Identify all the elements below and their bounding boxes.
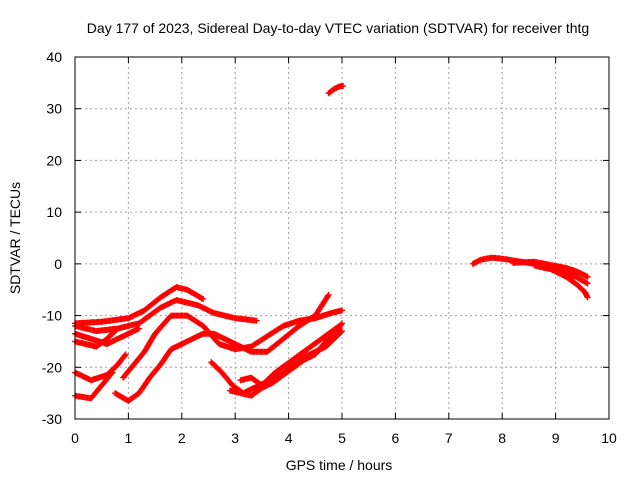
x-tick-label: 3 [231,430,239,446]
x-tick-label: 4 [285,430,293,446]
x-tick-label: 8 [498,430,506,446]
y-tick-label: 40 [46,49,62,65]
x-tick-label: 9 [552,430,560,446]
x-tick-label: 6 [392,430,400,446]
x-axis-label: GPS time / hours [286,457,393,473]
x-tick-label: 10 [601,430,617,446]
y-tick-label: 30 [46,101,62,117]
x-tick-label: 5 [338,430,346,446]
data-markers-path [112,291,332,404]
series-track-11 [226,320,345,399]
y-tick-label: 0 [54,256,62,272]
grid-lines [75,57,609,419]
x-tick-label: 1 [125,430,133,446]
data-markers-path [509,258,591,280]
y-tick-label: 20 [46,152,62,168]
x-tick-label: 7 [445,430,453,446]
data-markers [72,83,591,404]
data-markers-path [531,262,591,287]
y-tick-label: 10 [46,204,62,220]
y-tick-label: -30 [42,411,62,427]
y-tick-label: -20 [42,359,62,375]
y-tick-label: -10 [42,308,62,324]
series-track-12 [325,83,347,97]
chart-title: Day 177 of 2023, Sidereal Day-to-day VTE… [87,20,589,36]
series-track-8 [112,291,332,404]
data-markers-path [325,83,347,97]
axis-ticks: 0 1 2 3 4 5 6 7 8 9 10 -30 -20 -10 0 10 20 30 40 [42,49,617,446]
x-tick-label: 2 [178,430,186,446]
data-markers-path [226,320,345,399]
series-track-15 [531,262,591,287]
x-tick-label: 0 [71,430,79,446]
series-track-14 [509,258,591,280]
y-axis-label: SDTVAR / TECUs [7,182,23,294]
plot-frame [74,56,610,420]
